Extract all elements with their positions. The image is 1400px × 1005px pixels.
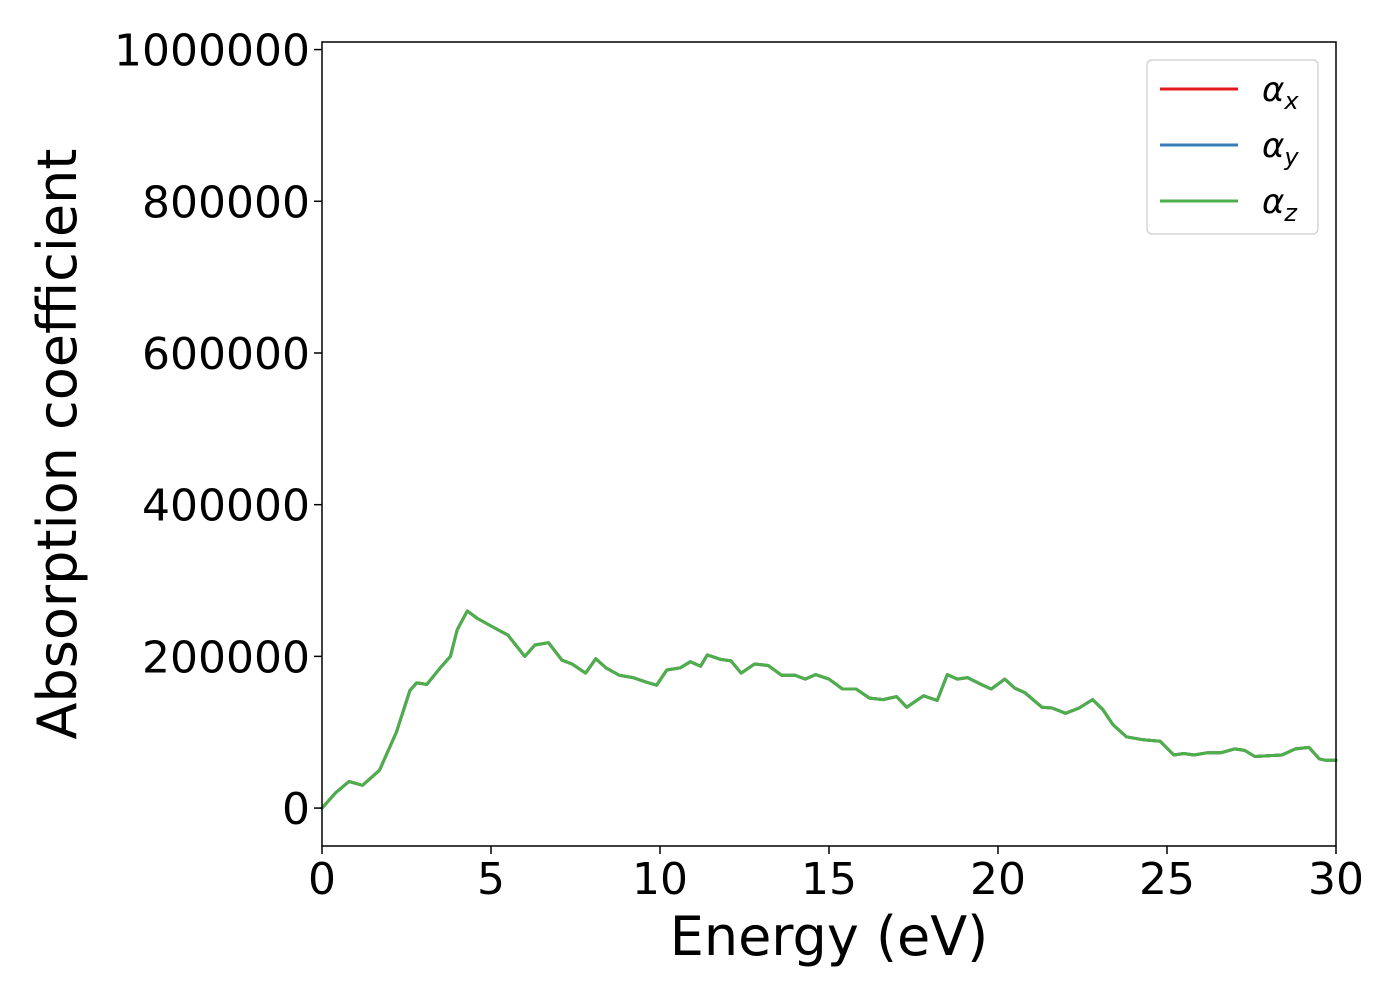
legend-label-2: αz bbox=[1262, 182, 1298, 227]
x-tick-label: 5 bbox=[477, 854, 505, 905]
series-line-0 bbox=[320, 609, 1338, 810]
series-layer bbox=[320, 609, 1338, 810]
x-axis-title: Energy (eV) bbox=[670, 905, 989, 968]
x-axis-ticks: 0 5 10 15 20 25 30 bbox=[308, 846, 1364, 905]
y-axis-title: Absorption coefficient bbox=[26, 149, 89, 740]
x-tick-label: 25 bbox=[1139, 854, 1195, 905]
x-tick-label: 30 bbox=[1308, 854, 1364, 905]
y-tick-label: 600000 bbox=[142, 329, 310, 380]
x-tick-label: 20 bbox=[970, 854, 1026, 905]
legend-box bbox=[1146, 59, 1319, 235]
series-line-2 bbox=[320, 609, 1338, 810]
y-tick-label: 800000 bbox=[142, 177, 310, 228]
series-line-1 bbox=[320, 609, 1338, 810]
y-tick-label: 0 bbox=[282, 784, 310, 835]
y-tick-label: 400000 bbox=[142, 481, 310, 532]
x-tick-label: 0 bbox=[308, 854, 336, 905]
x-tick-label: 15 bbox=[801, 854, 857, 905]
y-tick-label: 1000000 bbox=[114, 26, 310, 77]
x-tick-label: 10 bbox=[632, 854, 688, 905]
y-tick-label: 200000 bbox=[142, 632, 310, 683]
y-axis-ticks: 0 200000 400000 600000 800000 1000000 bbox=[114, 26, 322, 835]
